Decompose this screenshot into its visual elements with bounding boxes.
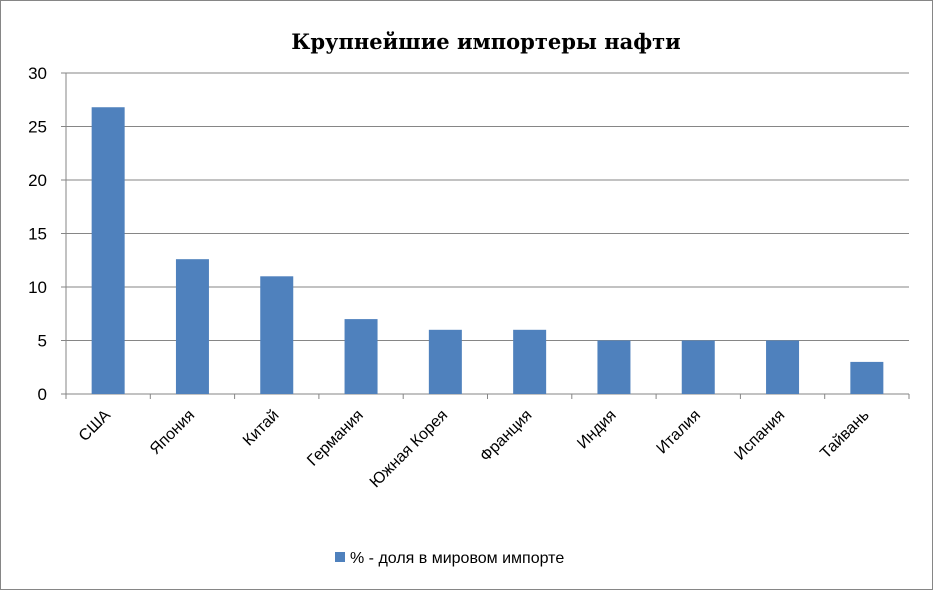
y-axis-ticks: 0 5 10 15 20 25 30 xyxy=(28,64,47,404)
x-tick-label: Южная Корея xyxy=(367,407,451,491)
x-tick-label: Испания xyxy=(731,407,788,464)
x-tick-label: США xyxy=(76,407,114,445)
bar xyxy=(766,340,800,394)
bar xyxy=(597,340,631,394)
bar xyxy=(428,329,462,394)
x-tick-label: Китай xyxy=(240,407,283,450)
bar xyxy=(850,361,884,394)
x-tick-label: Индия xyxy=(574,407,619,452)
legend-label: % - доля в мировом импорте xyxy=(350,550,564,567)
x-tick-label: Франция xyxy=(477,407,535,465)
bar xyxy=(344,319,378,394)
x-tick-label: Тайвань xyxy=(817,407,872,462)
x-axis-ticks: США Япония Китай Германия Южная Корея Франция… xyxy=(65,394,910,491)
x-tick-label: Италия xyxy=(654,407,705,458)
y-tick-label: 5 xyxy=(38,332,47,351)
y-tick-label: 25 xyxy=(28,118,47,137)
bar xyxy=(260,276,294,394)
x-tick-label: Япония xyxy=(147,407,198,458)
bar xyxy=(91,107,125,395)
chart-title: Крупнейшие импортеры нафти xyxy=(291,29,681,54)
legend: % - доля в мировом импорте xyxy=(335,550,564,567)
y-tick-label: 15 xyxy=(28,225,47,244)
y-tick-label: 0 xyxy=(38,385,47,404)
y-tick-label: 30 xyxy=(28,64,47,83)
y-tick-label: 20 xyxy=(28,171,47,190)
bars xyxy=(91,107,884,395)
y-tick-label: 10 xyxy=(28,278,47,297)
bar xyxy=(513,329,547,394)
legend-swatch xyxy=(335,552,345,562)
bar xyxy=(681,340,715,394)
bar xyxy=(175,259,209,394)
x-tick-label: Германия xyxy=(304,407,367,470)
